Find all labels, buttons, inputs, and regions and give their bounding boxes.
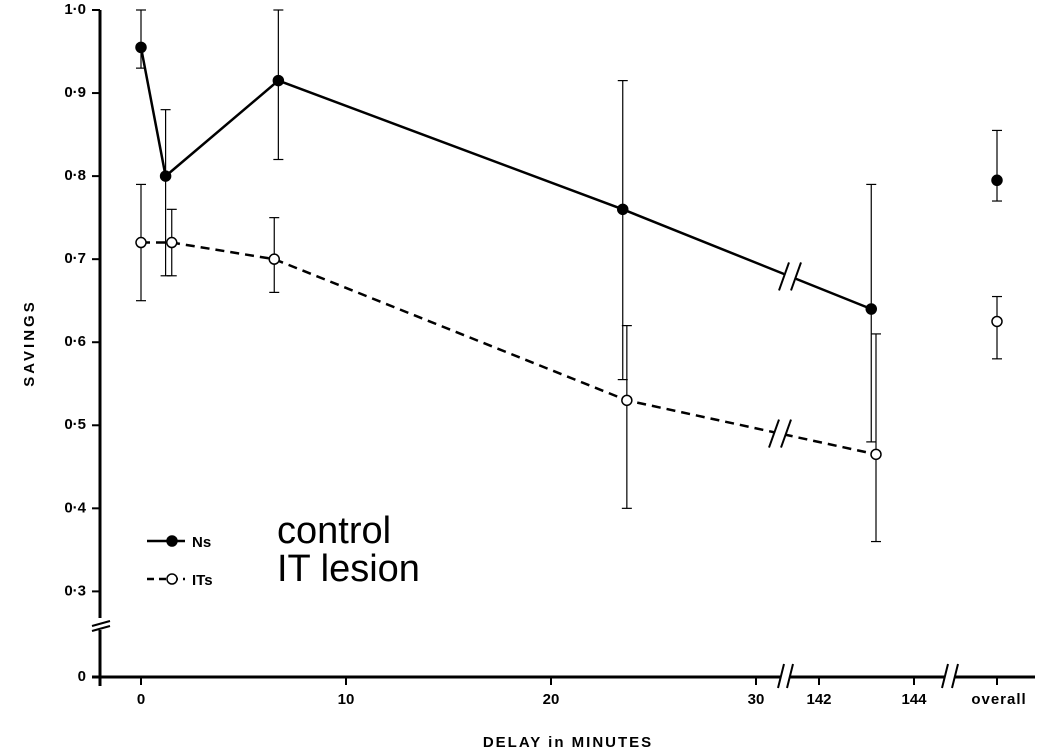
- data-point: [268, 253, 280, 265]
- overall-point: [991, 315, 1003, 328]
- data-point: [865, 303, 877, 315]
- line-break: [774, 425, 786, 442]
- series-line: [139, 47, 872, 311]
- line-break: [780, 419, 792, 448]
- y-tick-label: 0·4: [64, 499, 86, 516]
- y-axis-label: SAVINGS: [21, 299, 38, 386]
- series-line: [141, 241, 877, 456]
- y-tick-label: 0·9: [64, 84, 86, 101]
- line-break: [790, 262, 802, 291]
- data-point: [870, 448, 882, 461]
- y-tick-label: 0: [78, 668, 86, 685]
- y-tick-label: 0·6: [64, 333, 86, 350]
- data-point: [621, 394, 633, 407]
- data-point: [617, 203, 629, 216]
- y-tick-label: 0·7: [64, 250, 86, 267]
- x-tick-label: 30: [748, 691, 765, 708]
- y-tick-label: 0·3: [64, 582, 86, 599]
- axis-break: [951, 663, 959, 689]
- axis-break: [786, 663, 794, 689]
- data-point: [159, 170, 172, 182]
- legend-description: control: [277, 510, 391, 552]
- y-tick-label: 0·5: [64, 416, 86, 433]
- y-tick-label: 0·8: [64, 167, 86, 184]
- legend-marker: [166, 573, 178, 585]
- data-point: [135, 236, 147, 249]
- y-tick-label: 1·0: [64, 1, 86, 18]
- x-tick-label: 20: [543, 691, 560, 708]
- legend-marker: [166, 535, 178, 547]
- axis-break: [945, 670, 955, 684]
- line-break: [768, 419, 780, 448]
- x-tick-label: overall: [971, 691, 1026, 708]
- x-axis-label: DELAY in MINUTES: [483, 734, 653, 751]
- axis-break: [781, 670, 790, 684]
- legend-label: Ns: [192, 534, 211, 551]
- axis-break: [777, 663, 785, 689]
- x-tick-label: 144: [901, 691, 927, 708]
- legend-description: IT lesion: [277, 548, 420, 590]
- legend-label: ITs: [192, 572, 213, 589]
- data-point: [166, 236, 178, 249]
- axis-break: [941, 663, 949, 689]
- line-break: [778, 262, 790, 291]
- overall-point: [991, 174, 1003, 187]
- data-point: [272, 74, 285, 87]
- axis-break: [91, 620, 111, 627]
- line-break: [784, 268, 796, 285]
- x-tick-label: 10: [338, 691, 355, 708]
- x-tick-label: 142: [806, 691, 831, 708]
- data-point: [135, 41, 147, 54]
- axis-break: [91, 625, 111, 632]
- x-tick-label: 0: [137, 691, 145, 708]
